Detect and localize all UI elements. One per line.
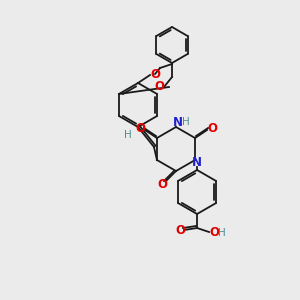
Text: H: H bbox=[218, 228, 226, 238]
Text: O: O bbox=[157, 178, 167, 191]
Text: H: H bbox=[182, 117, 190, 127]
Text: O: O bbox=[154, 80, 164, 94]
Text: N: N bbox=[173, 116, 183, 128]
Text: O: O bbox=[135, 122, 145, 134]
Text: O: O bbox=[207, 122, 217, 134]
Text: H: H bbox=[124, 130, 132, 140]
Text: O: O bbox=[150, 68, 160, 80]
Text: O: O bbox=[175, 224, 185, 236]
Text: O: O bbox=[209, 226, 219, 239]
Text: N: N bbox=[192, 157, 202, 169]
